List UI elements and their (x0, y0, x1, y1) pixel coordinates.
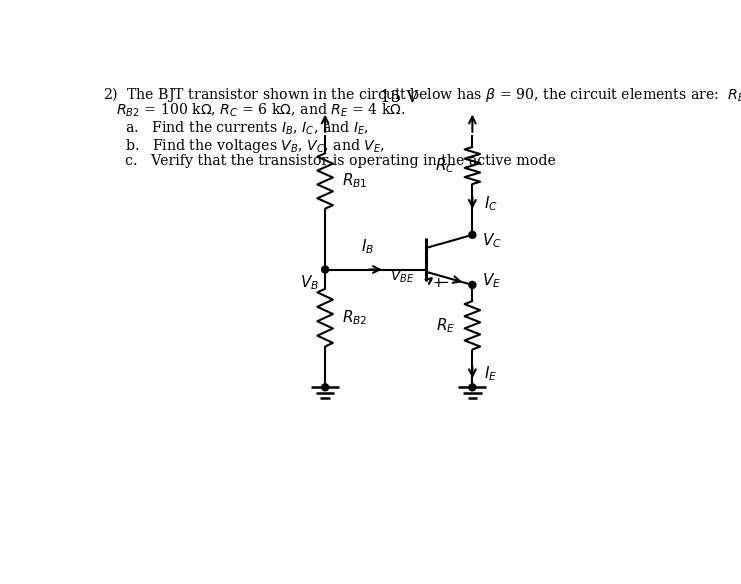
Circle shape (322, 266, 328, 273)
Text: 2)  The BJT transistor shown in the circuit below has $\beta$ = 90, the circuit : 2) The BJT transistor shown in the circu… (103, 85, 741, 104)
FancyArrowPatch shape (425, 279, 431, 284)
Text: $V_E$: $V_E$ (482, 272, 501, 290)
Text: $I_C$: $I_C$ (484, 194, 498, 213)
Text: $R_{B2}$: $R_{B2}$ (342, 308, 368, 327)
Text: +: + (432, 276, 444, 290)
Text: 15 V: 15 V (379, 89, 418, 106)
Text: $V_B$: $V_B$ (300, 273, 319, 292)
Text: a.   Find the currents $I_B$, $I_C$, and $I_E$,: a. Find the currents $I_B$, $I_C$, and $… (125, 119, 369, 137)
Text: $I_E$: $I_E$ (484, 364, 497, 383)
Text: $V_C$: $V_C$ (482, 232, 502, 251)
Text: $R_{B2}$ = 100 k$\Omega$, $R_C$ = 6 k$\Omega$, and $R_E$ = 4 k$\Omega$.: $R_{B2}$ = 100 k$\Omega$, $R_C$ = 6 k$\O… (116, 102, 406, 120)
Text: c.   Verify that the transistor is operating in the active mode: c. Verify that the transistor is operati… (125, 154, 556, 168)
Circle shape (469, 231, 476, 238)
Text: $R_{B1}$: $R_{B1}$ (342, 172, 368, 190)
Circle shape (322, 384, 328, 391)
Text: $V_{BE}$: $V_{BE}$ (390, 269, 414, 286)
Text: $R_C$: $R_C$ (436, 156, 455, 175)
Circle shape (469, 281, 476, 288)
Text: b.   Find the voltages $V_B$, $V_C$, and $V_E$,: b. Find the voltages $V_B$, $V_C$, and $… (125, 137, 385, 155)
Text: $I_B$: $I_B$ (361, 238, 374, 256)
Circle shape (469, 384, 476, 391)
Text: $R_E$: $R_E$ (436, 316, 455, 335)
Text: $-$: $-$ (436, 273, 449, 287)
